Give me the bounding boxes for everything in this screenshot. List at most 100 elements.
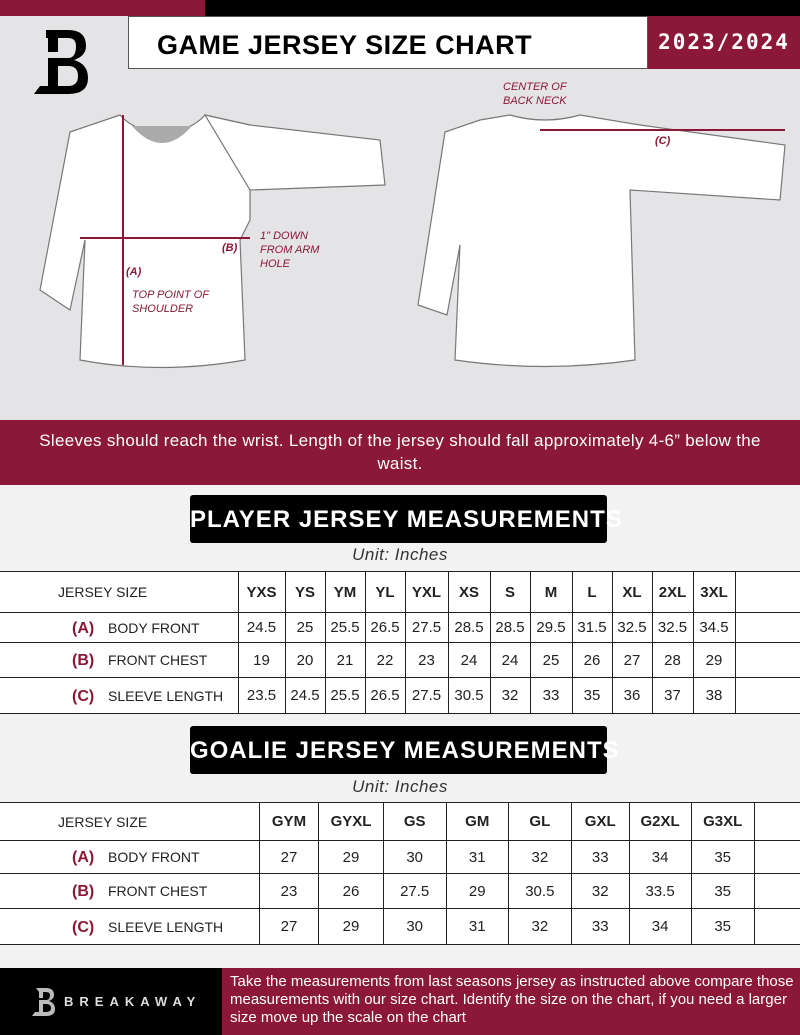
size-ym: YM <box>324 571 366 613</box>
row-key: (B) <box>72 652 95 669</box>
cell-value: 19 <box>237 642 286 678</box>
cell-value: 34.5 <box>692 612 736 643</box>
cell-value: 26.5 <box>364 677 406 714</box>
cell-value: 35 <box>690 873 755 909</box>
cell-value: 24.5 <box>284 677 326 714</box>
size-gyxl: GYXL <box>318 802 384 841</box>
cell-value: 21 <box>324 642 366 678</box>
cell-value: 35 <box>690 840 755 874</box>
cell-value: 29 <box>445 873 509 909</box>
player-section-title: PLAYER JERSEY MEASUREMENTS <box>190 495 622 543</box>
cell-value: 27 <box>258 908 320 945</box>
cell-value: 35 <box>690 908 755 945</box>
footer-brand-area <box>0 968 222 1035</box>
size-gm: GM <box>445 802 509 841</box>
size-yxs: YXS <box>237 571 286 613</box>
cell-value: 25.5 <box>324 612 366 643</box>
season-label: 2023/2024 <box>648 16 800 69</box>
cell-value: 36 <box>611 677 653 714</box>
table-row: (B) FRONT CHEST 23 26 27.5 29 30.5 32 33.5 35 <box>0 873 800 909</box>
cell-value: 31 <box>445 840 509 874</box>
cell-value: 32.5 <box>611 612 653 643</box>
cell-value: 38 <box>692 677 736 714</box>
size-g2xl: G2XL <box>628 802 692 841</box>
cell-value: 25 <box>529 642 573 678</box>
label-c: (C) <box>655 135 671 147</box>
cell-value: 30.5 <box>447 677 491 714</box>
footer-instructions: Take the measurements from last seasons … <box>222 968 800 1035</box>
top-bar-accent <box>0 0 205 16</box>
cell-value: 27.5 <box>404 612 449 643</box>
page-title: GAME JERSEY SIZE CHART <box>128 16 648 69</box>
row-label: (C) SLEEVE LENGTH <box>0 677 239 714</box>
jersey-diagram <box>39 114 786 369</box>
cell-value: 23 <box>258 873 320 909</box>
cell-value: 22 <box>364 642 406 678</box>
cell-value: 24 <box>489 642 531 678</box>
size-header: JERSEY SIZE <box>0 802 260 841</box>
cell-value: 29 <box>692 642 736 678</box>
cell-value: 35 <box>571 677 613 714</box>
header-row: JERSEY SIZE YXS YS YM YL YXL XS S M L XL 2XL 3XL <box>0 571 800 613</box>
size-g3xl: G3XL <box>690 802 755 841</box>
size-xs: XS <box>447 571 491 613</box>
cell-value: 34 <box>628 840 692 874</box>
cell-value: 25 <box>284 612 326 643</box>
cell-value: 33 <box>529 677 573 714</box>
row-name: BODY FRONT <box>108 619 200 636</box>
table-row: (A) BODY FRONT 24.5 25 25.5 26.5 27.5 28.5 28.5 2… <box>0 612 800 643</box>
cell-value: 24.5 <box>237 612 286 643</box>
goalie-measurements-table: JERSEY SIZE GYM GYXL GS GM GL GXL G2XL G3XL (A) BO… <box>0 802 800 945</box>
row-name: FRONT CHEST <box>108 652 208 668</box>
brand-name: BREAKAWAY <box>64 994 202 1009</box>
cell-value: 28 <box>651 642 694 678</box>
top-bar-dark <box>205 0 800 16</box>
cell-value: 31.5 <box>571 612 613 643</box>
row-name: FRONT CHEST <box>108 883 208 899</box>
cell-value: 37 <box>651 677 694 714</box>
size-m: M <box>529 571 573 613</box>
size-s: S <box>489 571 531 613</box>
row-label: (C) SLEEVE LENGTH <box>0 908 260 945</box>
row-key: (A) <box>72 619 95 637</box>
cell-value: 28.5 <box>447 612 491 643</box>
table-row: (B) FRONT CHEST 19 20 21 22 23 24 24 25 26 27 28 29 <box>0 642 800 678</box>
shoulder-note: TOP POINT OF SHOULDER <box>132 289 209 315</box>
cell-value: 30 <box>382 908 447 945</box>
size-gxl: GXL <box>570 802 630 841</box>
row-key: (A) <box>72 849 95 866</box>
row-name: SLEEVE LENGTH <box>108 918 224 935</box>
cell-value: 27 <box>258 840 320 874</box>
row-key: (C) <box>72 918 95 936</box>
player-unit: Unit: Inches <box>352 545 448 564</box>
size-yl: YL <box>364 571 406 613</box>
cell-value: 27.5 <box>382 873 447 909</box>
size-ys: YS <box>284 571 326 613</box>
row-name: BODY FRONT <box>108 849 200 865</box>
row-name: SLEEVE LENGTH <box>108 687 224 704</box>
cell-value: 26 <box>571 642 613 678</box>
cell-value: 25.5 <box>324 677 366 714</box>
cell-value: 32 <box>570 873 630 909</box>
player-measurements-table: JERSEY SIZE YXS YS YM YL YXL XS S M L XL 2XL 3XL (A) B… <box>0 571 800 714</box>
goalie-section-title: GOALIE JERSEY MEASUREMENTS <box>190 726 619 774</box>
cell-value: 26.5 <box>364 612 406 643</box>
cell-value: 29.5 <box>529 612 573 643</box>
row-label: (A) BODY FRONT <box>0 840 260 874</box>
cell-value: 34 <box>628 908 692 945</box>
cell-value: 31 <box>445 908 509 945</box>
cell-value: 26 <box>318 873 384 909</box>
cell-value: 32 <box>507 908 572 945</box>
cell-value: 29 <box>318 840 384 874</box>
cell-value: 27 <box>611 642 653 678</box>
cell-value: 27.5 <box>404 677 449 714</box>
cell-value: 33 <box>570 908 630 945</box>
size-gl: GL <box>507 802 572 841</box>
label-a: (A) <box>126 266 142 278</box>
size-2xl: 2XL <box>651 571 694 613</box>
label-b: (B) <box>222 242 238 254</box>
cell-value: 30.5 <box>507 873 572 909</box>
arm-hole-note: 1" DOWN FROM ARM HOLE <box>260 230 320 270</box>
size-3xl: 3XL <box>692 571 736 613</box>
cell-value: 33 <box>570 840 630 874</box>
